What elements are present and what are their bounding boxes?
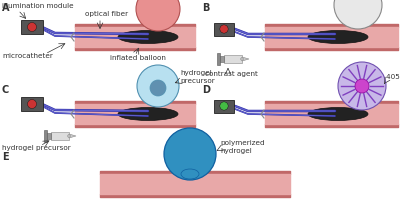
FancyBboxPatch shape xyxy=(217,54,220,66)
Circle shape xyxy=(334,0,382,30)
FancyBboxPatch shape xyxy=(51,132,69,140)
Circle shape xyxy=(137,66,179,108)
Text: microcatheter: microcatheter xyxy=(2,53,53,59)
Text: inflated balloon: inflated balloon xyxy=(110,55,166,61)
Circle shape xyxy=(220,26,228,34)
Text: contrast agent: contrast agent xyxy=(205,71,258,77)
FancyBboxPatch shape xyxy=(219,57,224,63)
Polygon shape xyxy=(69,134,76,138)
Ellipse shape xyxy=(308,108,368,121)
Circle shape xyxy=(28,100,36,109)
Text: polymerized
hydrogel: polymerized hydrogel xyxy=(220,140,265,153)
Ellipse shape xyxy=(308,31,368,44)
Text: hydrogel
precursor: hydrogel precursor xyxy=(180,70,215,83)
Text: A: A xyxy=(2,3,10,13)
Circle shape xyxy=(220,102,228,111)
Polygon shape xyxy=(242,58,249,62)
Circle shape xyxy=(68,135,70,138)
Circle shape xyxy=(150,81,166,96)
Text: D: D xyxy=(202,85,210,94)
FancyBboxPatch shape xyxy=(21,98,43,111)
Circle shape xyxy=(164,128,216,180)
Circle shape xyxy=(240,58,244,61)
FancyBboxPatch shape xyxy=(21,21,43,35)
Circle shape xyxy=(355,80,369,94)
Circle shape xyxy=(28,23,36,32)
Circle shape xyxy=(136,0,180,32)
FancyBboxPatch shape xyxy=(44,130,47,142)
Text: E: E xyxy=(2,151,9,161)
FancyBboxPatch shape xyxy=(224,56,242,64)
FancyBboxPatch shape xyxy=(214,23,234,36)
Text: C: C xyxy=(2,85,9,94)
Text: optical fiber: optical fiber xyxy=(85,11,128,17)
Text: 405 nm light: 405 nm light xyxy=(386,74,400,80)
Ellipse shape xyxy=(118,108,178,121)
Ellipse shape xyxy=(118,31,178,44)
FancyBboxPatch shape xyxy=(46,133,51,140)
Text: illumination module: illumination module xyxy=(2,3,74,9)
Text: B: B xyxy=(202,3,209,13)
Circle shape xyxy=(338,63,386,110)
Text: hydrogel precursor: hydrogel precursor xyxy=(2,144,71,150)
FancyBboxPatch shape xyxy=(214,100,234,113)
Ellipse shape xyxy=(181,169,199,179)
